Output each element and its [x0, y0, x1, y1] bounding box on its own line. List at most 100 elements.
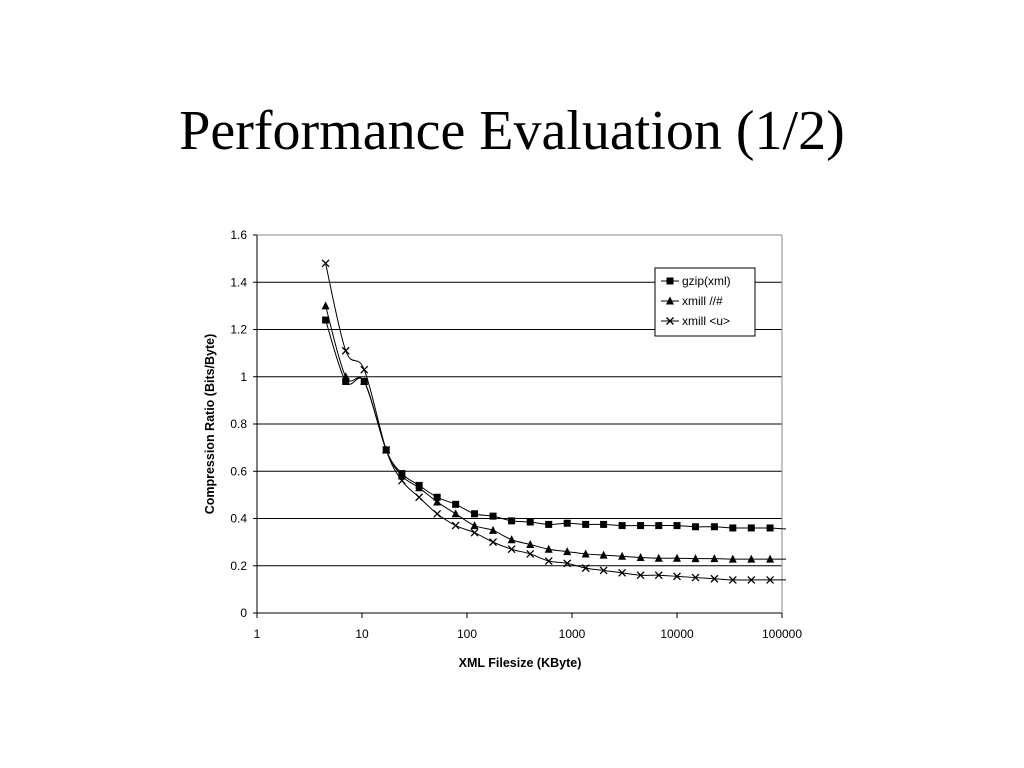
x-axis-title: XML Filesize (KByte)	[459, 656, 582, 670]
x-marker	[341, 346, 350, 355]
square-marker	[471, 510, 479, 518]
square-marker	[582, 520, 590, 528]
y-tick-label: 1.4	[230, 275, 247, 289]
y-tick-label: 1	[240, 370, 247, 384]
y-tick-label: 0.2	[230, 559, 247, 573]
triangle-marker	[341, 372, 350, 381]
series-x	[321, 259, 786, 584]
x-marker	[599, 566, 608, 575]
square-marker	[563, 519, 571, 527]
triangle-marker	[321, 301, 330, 310]
legend-label: gzip(xml)	[682, 274, 731, 288]
square-marker	[545, 520, 553, 528]
x-marker	[470, 528, 479, 537]
tick-labels: 0 0.2 0.4 0.6 0.8 1 1.2 1.4 1.6 1 10 100 1000 10000 10…	[230, 228, 802, 641]
legend-entry: xmill //#	[661, 294, 723, 308]
x-marker	[691, 573, 700, 582]
legend: gzip(xml) xmill //# xmill <u>	[654, 267, 756, 337]
triangle-marker	[470, 521, 479, 530]
triangle-marker	[489, 525, 498, 534]
series-triangle	[321, 301, 786, 563]
triangle-marker	[544, 544, 553, 553]
triangle-marker	[415, 483, 424, 492]
square-marker	[666, 277, 674, 285]
square-marker	[729, 524, 737, 532]
triangle-marker	[451, 509, 460, 518]
x-marker	[673, 572, 681, 581]
legend-label: xmill //#	[682, 294, 723, 308]
triangle-marker	[526, 539, 535, 548]
x-marker	[581, 564, 590, 573]
y-tick-label: 1.2	[230, 323, 247, 337]
triangle-marker	[691, 554, 700, 563]
square-marker	[526, 518, 534, 526]
square-marker	[600, 520, 608, 528]
square-marker	[710, 523, 718, 531]
x-tick-label: 10000	[660, 627, 694, 641]
axes	[253, 234, 783, 618]
triangle-marker	[636, 552, 645, 561]
slide-title: Performance Evaluation (1/2)	[179, 100, 845, 162]
triangle-marker	[433, 497, 442, 506]
triangle-marker	[618, 551, 627, 560]
series-square	[322, 316, 787, 532]
x-marker	[360, 365, 369, 374]
triangle-marker	[654, 553, 663, 562]
square-marker	[489, 512, 497, 520]
square-marker	[508, 517, 516, 525]
y-tick-label: 0.8	[230, 417, 247, 431]
x-marker	[397, 476, 406, 485]
triangle-marker	[710, 554, 719, 563]
series-layer	[321, 259, 787, 584]
legend-entry: xmill <u>	[661, 314, 730, 328]
x-marker	[433, 509, 442, 518]
x-marker	[766, 575, 775, 584]
legend-entry: gzip(xml)	[661, 274, 731, 288]
square-marker	[637, 522, 645, 530]
square-marker	[747, 524, 755, 532]
x-marker	[321, 259, 330, 268]
x-tick-label: 1000	[559, 627, 586, 641]
square-marker	[322, 316, 330, 324]
square-marker	[342, 377, 350, 385]
triangle-marker	[766, 554, 775, 563]
square-marker	[452, 500, 460, 508]
x-marker	[728, 575, 737, 584]
x-marker	[507, 545, 516, 554]
y-tick-label: 0	[240, 606, 247, 620]
triangle-marker	[673, 553, 681, 562]
x-marker	[451, 521, 460, 530]
triangle-marker	[747, 554, 756, 563]
triangle-marker	[666, 296, 674, 305]
x-marker	[618, 568, 627, 577]
square-marker	[618, 522, 626, 530]
y-tick-label: 1.6	[230, 228, 247, 242]
square-marker	[766, 524, 774, 532]
triangle-marker	[581, 549, 590, 558]
x-marker	[747, 575, 756, 584]
x-marker	[382, 446, 391, 454]
y-axis-title: Compression Ratio (Bits/Byte)	[203, 334, 217, 515]
x-marker	[710, 574, 719, 583]
triangle-marker	[599, 550, 608, 559]
x-marker	[415, 493, 424, 502]
triangle-marker	[507, 535, 516, 544]
x-marker	[489, 538, 497, 547]
series-line	[325, 305, 786, 560]
square-marker	[673, 522, 681, 530]
square-marker	[691, 523, 699, 531]
x-tick-label: 100	[457, 627, 477, 641]
x-marker	[526, 549, 535, 558]
triangle-marker	[728, 554, 737, 563]
triangle-marker	[360, 376, 369, 385]
x-marker	[636, 571, 645, 580]
square-marker	[655, 522, 663, 530]
y-tick-label: 0.4	[230, 512, 247, 526]
x-tick-label: 100000	[762, 627, 802, 641]
triangle-marker	[563, 547, 572, 556]
x-marker	[654, 571, 663, 580]
x-tick-label: 10	[355, 627, 369, 641]
square-marker	[433, 493, 441, 501]
x-marker	[563, 559, 572, 568]
